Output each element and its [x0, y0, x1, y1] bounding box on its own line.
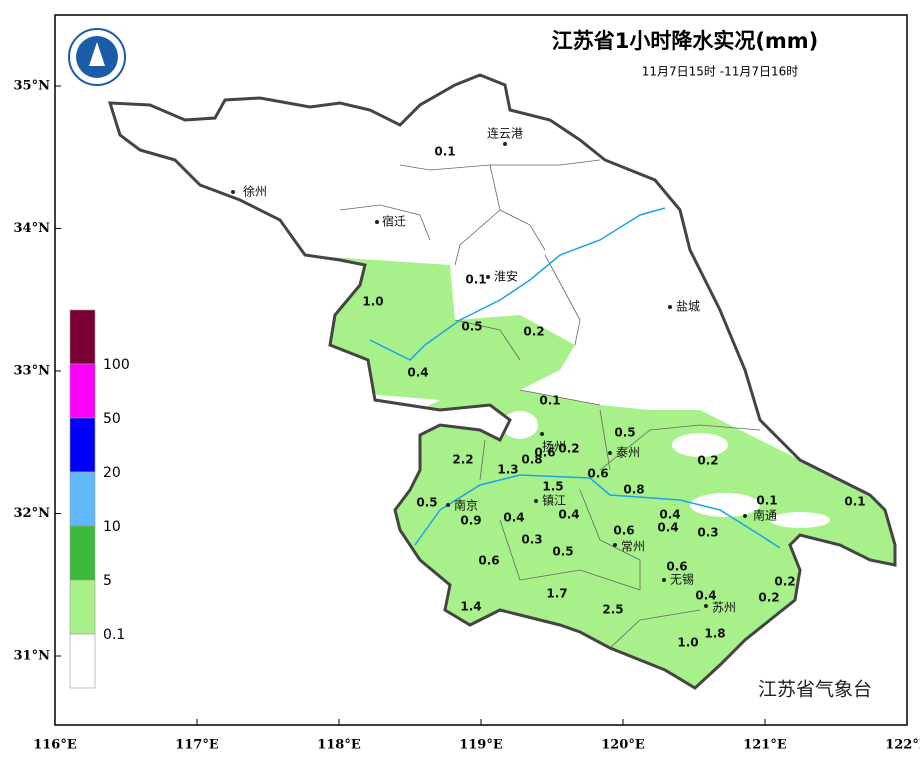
legend-swatch [69, 309, 96, 365]
rain-value: 0.5 [461, 320, 482, 334]
rain-value: 2.5 [602, 603, 623, 617]
rain-value: 0.2 [758, 591, 779, 605]
city-name: 徐州 [243, 184, 267, 199]
city-name: 苏州 [712, 601, 736, 615]
city-dot [662, 578, 666, 582]
city-dot [743, 514, 747, 518]
city-dot [446, 503, 450, 507]
city-dot [231, 190, 235, 194]
city-dot [613, 543, 617, 547]
rain-value: 0.9 [460, 514, 481, 528]
rain-value: 0.2 [558, 442, 579, 456]
rain-value: 0.6 [666, 560, 687, 574]
legend-label: 20 [103, 465, 121, 481]
city-dot [375, 220, 379, 224]
city-name: 镇江 [542, 494, 566, 508]
city-dot [704, 604, 708, 608]
city-name: 常州 [621, 540, 645, 554]
logo [68, 28, 126, 86]
legend-swatch [69, 579, 96, 635]
y-tick-label: 32°N [14, 506, 51, 521]
rain-value: 0.4 [659, 508, 680, 522]
rain-value: 0.2 [697, 454, 718, 468]
legend-label: 5 [103, 573, 112, 589]
city-name: 南京 [454, 498, 478, 513]
city-boundaries [339, 159, 761, 649]
rain-value: 0.3 [697, 526, 718, 540]
map-subtitle: 11月7日15时 -11月7日16时 [642, 65, 799, 79]
rain-value: 0.4 [657, 521, 678, 535]
rain-value: 0.1 [434, 145, 455, 159]
rain-value: 0.1 [844, 495, 865, 509]
legend-swatch [69, 633, 96, 689]
rain-value: 0.1 [756, 494, 777, 508]
rain-value: 0.4 [407, 366, 428, 380]
x-tick-label: 118°E [317, 738, 361, 753]
rain-value: 0.8 [521, 453, 542, 467]
legend-label: 100 [103, 357, 130, 373]
city-dot [668, 305, 672, 309]
rain-value: 2.2 [452, 453, 473, 467]
x-tick-label: 122°E [885, 738, 920, 753]
rain-value: 0.4 [695, 589, 716, 603]
x-tick-label: 117°E [175, 738, 219, 753]
y-tick-label: 34°N [14, 221, 51, 236]
x-tick-label: 116°E [33, 738, 77, 753]
rain-value: 0.3 [521, 533, 542, 547]
rain-value: 0.8 [623, 483, 644, 497]
city-name: 宿迁 [382, 214, 406, 229]
rain-value: 0.4 [558, 508, 579, 522]
rain-value: 1.3 [497, 463, 518, 477]
rain-value: 0.6 [613, 524, 634, 538]
rain-value: 0.4 [503, 511, 524, 525]
rain-value: 1.4 [460, 600, 481, 614]
footer-credit: 江苏省气象台 [758, 679, 872, 701]
rain-value: 0.6 [587, 467, 608, 481]
city-name: 扬州 [542, 439, 566, 454]
x-tick-label: 120°E [601, 738, 645, 753]
legend-label: 10 [103, 519, 121, 535]
rain-value: 0.5 [416, 496, 437, 510]
city-dot [540, 432, 544, 436]
y-tick-label: 35°N [14, 79, 51, 94]
city-dot [608, 451, 612, 455]
city-dot [486, 275, 490, 279]
city-name: 南通 [753, 508, 777, 523]
y-tick-label: 31°N [14, 649, 51, 664]
legend-swatch [69, 363, 96, 419]
x-tick-label: 121°E [743, 738, 787, 753]
rain-value: 0.2 [523, 325, 544, 339]
legend-label: 50 [103, 411, 121, 427]
rain-value: 1.0 [362, 295, 383, 309]
rain-value: 0.6 [534, 446, 555, 460]
city-name: 无锡 [670, 572, 694, 587]
rain-value: 1.5 [542, 480, 563, 494]
city-name: 泰州 [616, 446, 640, 460]
legend-swatch [69, 525, 96, 581]
rain-value: 0.5 [552, 545, 573, 559]
legend-swatch [69, 471, 96, 527]
rain-value: 1.0 [677, 636, 698, 650]
rain-value: 0.2 [774, 575, 795, 589]
x-tick-label: 119°E [459, 738, 503, 753]
rain-value: 0.5 [614, 426, 635, 440]
y-tick-label: 33°N [14, 364, 51, 379]
rain-value: 0.1 [465, 273, 486, 287]
rain-value: 0.1 [539, 394, 560, 408]
city-name: 盐城 [676, 300, 700, 314]
map-title: 江苏省1小时降水实况(mm) [552, 29, 819, 53]
city-name: 连云港 [487, 126, 523, 141]
rain-value: 1.8 [704, 627, 725, 641]
legend-label: 0.1 [103, 627, 125, 643]
rain-value: 0.6 [478, 554, 499, 568]
legend-swatch [69, 417, 96, 473]
city-name: 淮安 [494, 269, 518, 284]
rain-value: 1.7 [546, 587, 567, 601]
rivers [369, 207, 781, 549]
city-dot [503, 142, 507, 146]
city-dot [534, 499, 538, 503]
